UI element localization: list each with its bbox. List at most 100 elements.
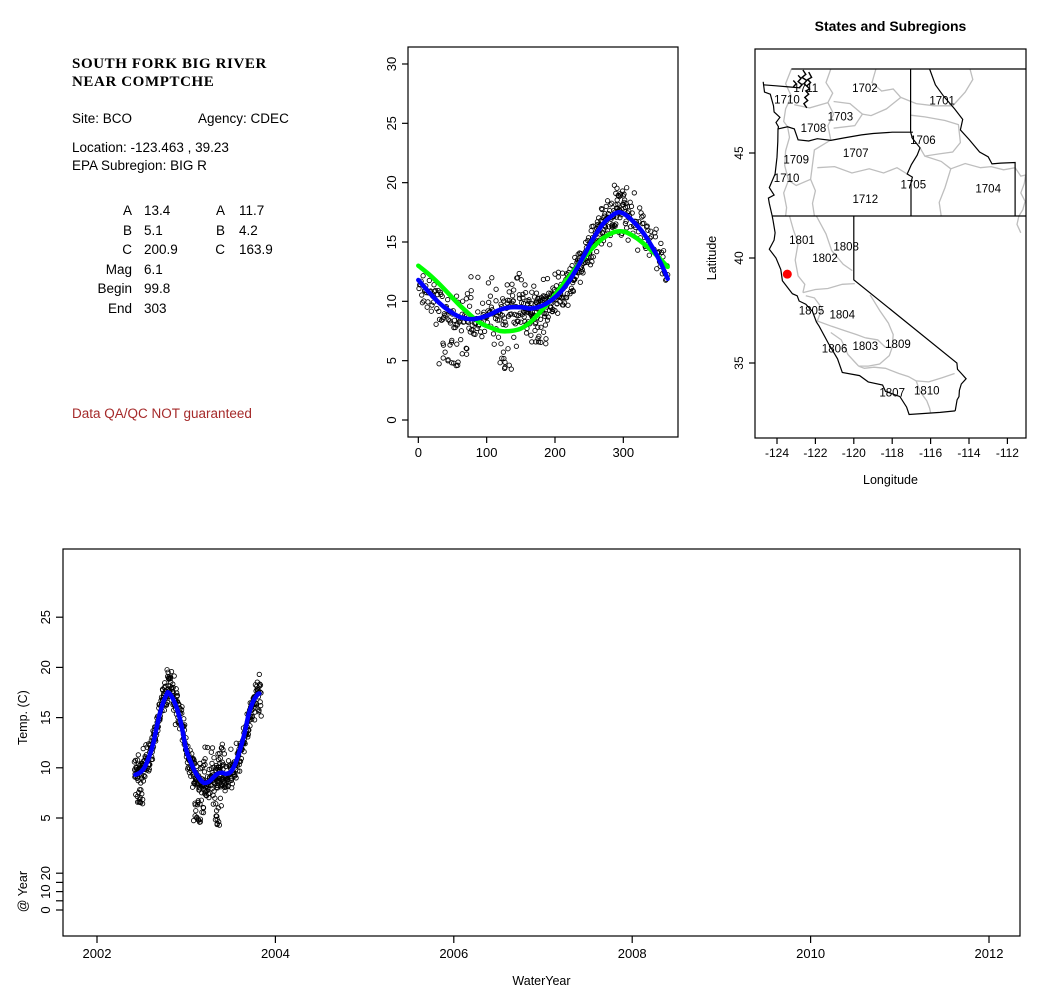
observation-point <box>569 262 575 269</box>
observation-point <box>538 324 544 330</box>
observation-point <box>628 203 635 210</box>
observation-point <box>426 277 432 284</box>
observation-point <box>436 361 442 367</box>
observation-point <box>486 299 492 306</box>
observation-point <box>257 682 264 688</box>
observation-point <box>614 185 620 191</box>
observation-point <box>132 757 139 764</box>
observation-point <box>498 301 504 307</box>
observation-point <box>493 298 499 304</box>
observation-point <box>206 766 212 773</box>
observation-point <box>540 276 547 283</box>
observation-point <box>587 262 594 268</box>
observation-point <box>510 298 516 304</box>
observation-point <box>139 791 145 797</box>
observation-point <box>429 302 435 308</box>
seasonal-fit-plot: 0 100 200 300 0 5 10 15 20 25 30 <box>384 46 679 460</box>
observation-point <box>617 214 623 221</box>
observation-point <box>432 287 439 294</box>
observation-point <box>641 220 647 226</box>
observation-point <box>420 273 426 279</box>
observation-point <box>623 218 629 224</box>
observation-point <box>535 296 541 302</box>
observation-point <box>504 282 510 288</box>
observation-point <box>611 182 618 188</box>
tick-label: 40 <box>732 251 746 265</box>
tick-label: 10 <box>38 761 53 775</box>
stat-row: End 303 <box>72 299 273 319</box>
stat-row: Begin 99.8 <box>72 279 273 299</box>
observation-point <box>559 295 565 301</box>
observation-point <box>543 341 549 347</box>
observation-point <box>468 288 474 294</box>
observation-point <box>213 813 219 819</box>
subregion-label: 1708 <box>801 123 827 135</box>
stat-row: Mag 6.1 <box>72 260 273 280</box>
observation-point <box>216 822 223 828</box>
subregion-boundary-line <box>858 337 894 367</box>
observation-point <box>211 764 217 771</box>
observation-point <box>448 339 455 345</box>
observation-point <box>516 295 523 301</box>
observation-point <box>256 707 262 714</box>
subregion-boundary-line <box>788 215 806 293</box>
observation-point <box>503 322 509 328</box>
observation-point <box>652 234 659 240</box>
stat-v1: 303 <box>144 300 167 316</box>
stat-v2: 163.9 <box>239 242 273 257</box>
stat-v1: 99.8 <box>144 281 171 296</box>
tick-label: -116 <box>919 446 942 460</box>
stat-l2: A <box>215 203 225 218</box>
observation-point <box>258 713 264 719</box>
observation-point <box>554 300 560 307</box>
axis-title-latitude: Latitude <box>705 236 719 281</box>
subregion-label: 1804 <box>829 310 855 322</box>
observation-point <box>197 819 203 825</box>
observation-point <box>538 339 544 346</box>
observation-point <box>255 706 261 712</box>
observation-point <box>565 302 571 308</box>
observation-point <box>468 294 474 301</box>
subregion-boundary-line <box>825 68 835 141</box>
observation-point <box>543 311 549 317</box>
stat-v2: 4.2 <box>239 222 258 238</box>
observation-point <box>564 291 570 297</box>
observation-point <box>498 341 504 347</box>
observation-point <box>540 329 547 335</box>
observation-point <box>218 745 225 751</box>
tick-label: 200 <box>544 445 566 460</box>
observation-point <box>588 228 594 234</box>
subregion-label: 1809 <box>885 339 911 351</box>
observation-points <box>416 182 671 372</box>
subregion-boundary-line <box>783 68 793 128</box>
stat-row: A 13.4 A 11.7 <box>72 201 273 221</box>
tick-label: 15 <box>38 710 53 724</box>
observation-point <box>172 721 179 728</box>
observation-point <box>625 237 631 243</box>
observation-point <box>506 297 513 304</box>
observation-point <box>494 317 501 323</box>
subregion-label: 1801 <box>789 235 815 247</box>
observation-point <box>635 247 641 253</box>
stat-l2: C <box>215 242 225 257</box>
observation-point <box>459 351 465 357</box>
tick-label: 5 <box>38 814 53 821</box>
observation-point <box>553 283 560 289</box>
observation-point <box>496 317 503 323</box>
fit-curve-seasonal <box>133 689 262 786</box>
subregion-label: 1710 <box>774 94 800 106</box>
subregion-boundary-line <box>817 165 908 175</box>
observation-point <box>241 749 247 755</box>
observation-point <box>141 772 147 779</box>
observation-point <box>195 799 201 806</box>
observation-point <box>221 751 228 757</box>
observation-point <box>516 270 522 277</box>
observation-point <box>501 355 507 362</box>
observation-point <box>440 340 446 346</box>
observation-point <box>509 293 516 299</box>
station-title-line1: SOUTH FORK BIG RIVER <box>72 56 267 72</box>
subregion-boundary-line <box>915 380 932 413</box>
puget-sound-coastline <box>802 71 813 109</box>
observation-point <box>475 309 481 315</box>
stat-v1: 5.1 <box>144 222 163 238</box>
